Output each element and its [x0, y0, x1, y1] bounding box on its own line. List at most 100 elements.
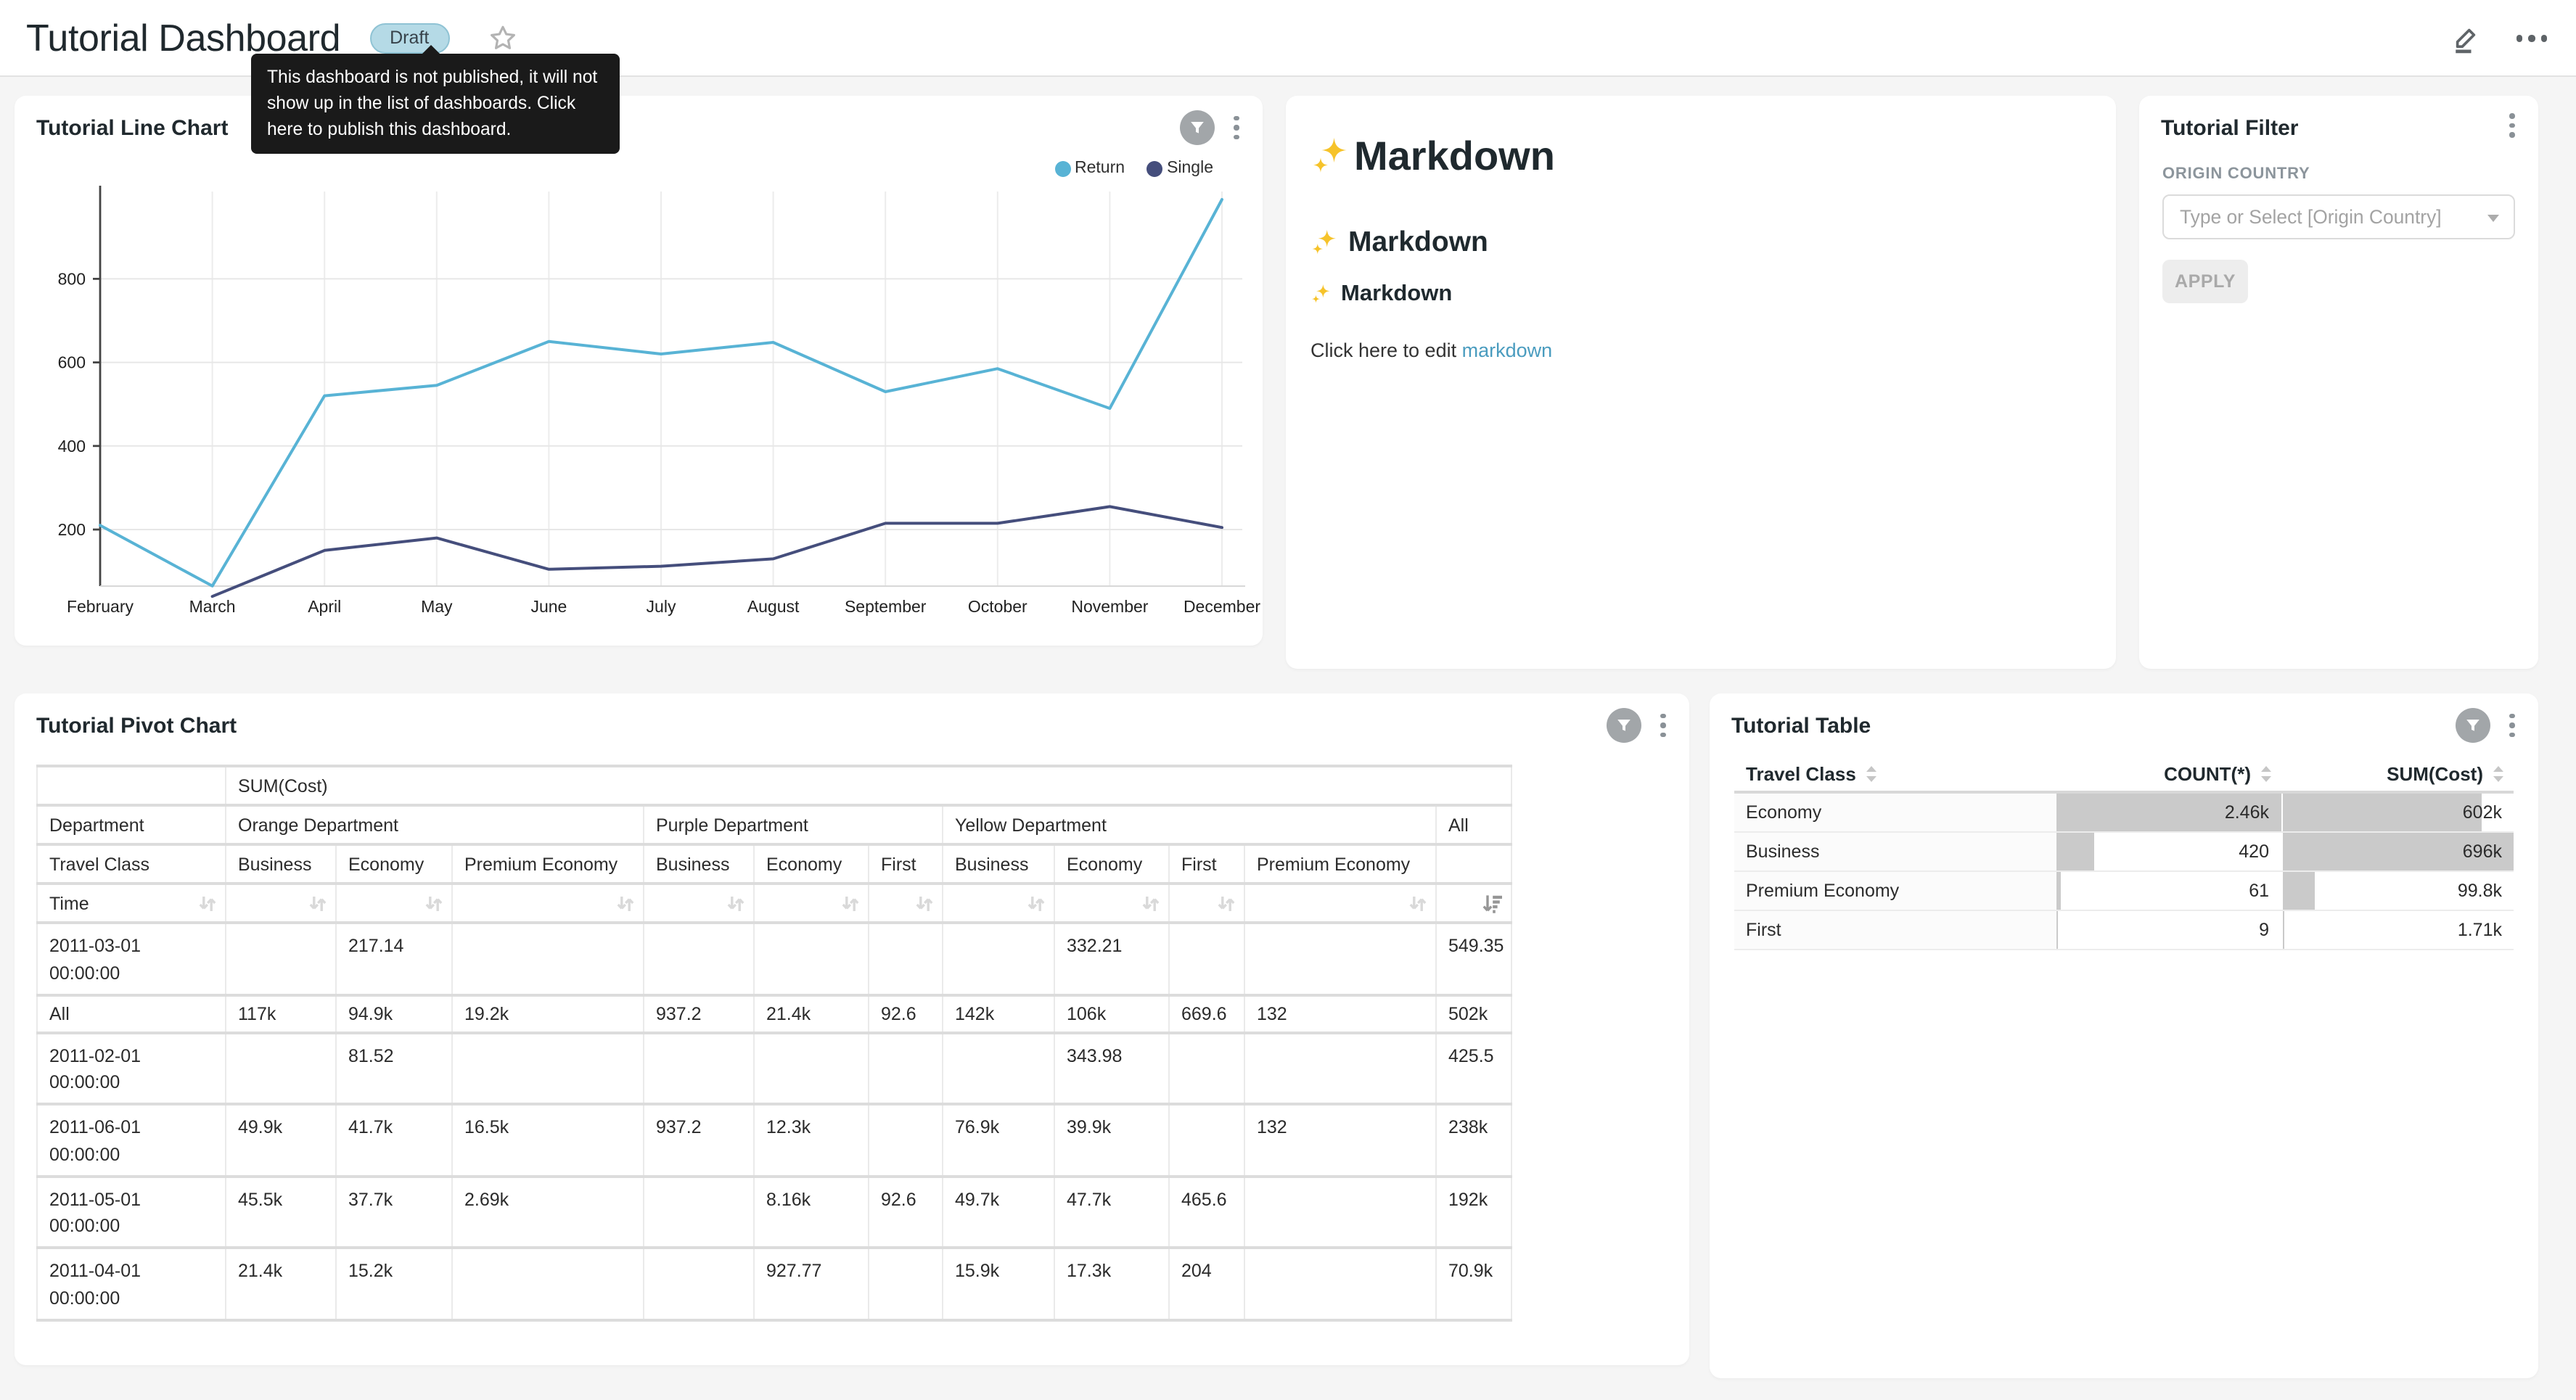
pivot-cell: 2.69k	[451, 1174, 644, 1249]
sort-icon[interactable]	[308, 893, 328, 913]
svg-text:November: November	[1071, 597, 1148, 616]
origin-country-select[interactable]: Type or Select [Origin Country]	[2162, 194, 2515, 239]
legend-item-return[interactable]: Return	[1054, 160, 1125, 177]
pivot-class-header: Business	[225, 843, 337, 885]
pivot-cell: 94.9k	[335, 993, 453, 1034]
pivot-class-header: First	[868, 843, 943, 885]
pivot-cell: 37.7k	[335, 1174, 453, 1249]
svg-text:March: March	[189, 597, 236, 616]
pivot-cell: 217.14	[335, 921, 453, 996]
pivot-cell: 192k	[1435, 1174, 1513, 1249]
markdown-panel: Markdown Markdown Markdown Click here to…	[1286, 96, 2116, 669]
sum-cost-cell: 602k	[2281, 791, 2514, 832]
pivot-cell: 17.3k	[1054, 1246, 1170, 1321]
pivot-chart-panel: Tutorial Pivot Chart SUM(Cost) Department…	[15, 693, 1689, 1365]
svg-text:September: September	[845, 597, 927, 616]
pivot-data-row: 2011-03-01 00:00:00 217.14 332.21 549.35	[36, 921, 1513, 996]
pivot-cell	[225, 921, 337, 996]
sparkles-icon	[1310, 283, 1334, 306]
data-table: Travel Class COUNT(*) SUM(Cost) Economy 2…	[1734, 757, 2514, 950]
pivot-cell: 15.9k	[942, 1246, 1055, 1321]
travel-class-cell: Business	[1734, 831, 2055, 871]
sort-icon[interactable]	[726, 893, 746, 913]
pivot-cell: 16.5k	[451, 1103, 644, 1177]
sort-icon[interactable]	[1141, 893, 1161, 913]
pivot-table-container: SUM(Cost) Department Orange Department Purp…	[36, 765, 1513, 1321]
favorite-star-icon[interactable]	[487, 22, 517, 53]
svg-text:600: 600	[58, 353, 86, 372]
line-chart-legend: Return Single	[1054, 160, 1213, 177]
pivot-sort-cell[interactable]	[335, 882, 453, 924]
filter-kebab-menu-icon[interactable]	[2507, 110, 2518, 141]
pivot-cell	[1168, 921, 1245, 996]
pivot-sort-cell[interactable]	[753, 882, 869, 924]
sort-icon[interactable]	[1216, 893, 1236, 913]
sort-icon[interactable]	[1026, 893, 1046, 913]
pivot-cell: 142k	[942, 993, 1055, 1034]
pivot-cell	[451, 1246, 644, 1321]
pivot-sort-cell[interactable]	[451, 882, 644, 924]
pivot-time-label[interactable]: Time	[36, 882, 226, 924]
pivot-cell	[1168, 1103, 1245, 1177]
pivot-sort-cell[interactable]	[225, 882, 337, 924]
header-actions	[2449, 0, 2547, 77]
pivot-cell: 117k	[225, 993, 337, 1034]
pivot-cell	[643, 1246, 755, 1321]
sort-icon[interactable]	[615, 893, 636, 913]
applied-filters-icon[interactable]	[1180, 110, 1215, 145]
pivot-class-header: Economy	[753, 843, 869, 885]
column-header-travel-class[interactable]: Travel Class	[1734, 757, 2055, 792]
filter-header-icons	[2507, 110, 2518, 141]
sort-icon[interactable]	[1408, 893, 1428, 913]
table-header-icons	[2456, 708, 2518, 743]
pivot-sort-cell[interactable]	[1168, 882, 1245, 924]
pivot-cell	[643, 1031, 755, 1105]
sum-cost-cell: 696k	[2281, 831, 2514, 871]
origin-country-label: ORIGIN COUNTRY	[2162, 165, 2310, 183]
applied-filters-icon[interactable]	[2456, 708, 2491, 743]
sum-bar	[2282, 910, 2283, 948]
pivot-kebab-menu-icon[interactable]	[1658, 710, 1669, 741]
svg-text:June: June	[530, 597, 567, 616]
pivot-sort-cell[interactable]	[643, 882, 755, 924]
pivot-data-row: 2011-05-01 00:00:00 45.5k 37.7k 2.69k 8.16k 9…	[36, 1174, 1513, 1249]
pivot-sort-cell[interactable]	[942, 882, 1055, 924]
column-header-sum-cost[interactable]: SUM(Cost)	[2281, 757, 2514, 792]
pivot-cell: 669.6	[1168, 993, 1245, 1034]
pivot-cell	[753, 921, 869, 996]
sort-icon[interactable]	[197, 893, 218, 913]
pivot-class-header: Economy	[335, 843, 453, 885]
sort-icon[interactable]	[914, 893, 935, 913]
sum-bar	[2282, 871, 2315, 909]
pivot-cell	[1244, 1246, 1437, 1321]
pivot-data-row: 2011-02-01 00:00:00 81.52 343.98 425.5	[36, 1031, 1513, 1105]
table-kebab-menu-icon[interactable]	[2507, 710, 2518, 741]
pivot-sort-cell[interactable]	[1054, 882, 1170, 924]
page-title: Tutorial Dashboard	[26, 15, 341, 59]
sort-icon[interactable]	[424, 893, 444, 913]
table-row: Economy 2.46k 602k	[1734, 791, 2514, 832]
line-chart-kebab-menu-icon[interactable]	[1231, 112, 1242, 143]
pivot-data-row: All 117k 94.9k 19.2k 937.2 21.4k 92.6 142k 106k 6…	[36, 993, 1513, 1034]
pivot-sort-cell[interactable]	[1435, 882, 1513, 924]
legend-item-single[interactable]: Single	[1147, 160, 1213, 177]
pivot-group-header: Orange Department	[225, 804, 644, 846]
count-bar	[2056, 832, 2094, 870]
pivot-cell: 465.6	[1168, 1174, 1245, 1249]
chevron-down-icon	[2487, 215, 2499, 222]
more-menu-icon[interactable]	[2516, 35, 2547, 42]
filter-panel: Tutorial Filter ORIGIN COUNTRY Type or S…	[2139, 96, 2538, 669]
edit-markdown-link[interactable]: markdown	[1461, 339, 1553, 361]
sort-icon[interactable]	[840, 893, 861, 913]
column-header-count[interactable]: COUNT(*)	[2055, 757, 2281, 792]
applied-filters-icon[interactable]	[1607, 708, 1642, 743]
pivot-data-row: 2011-04-01 00:00:00 21.4k 15.2k 927.77 15.9k…	[36, 1246, 1513, 1321]
pivot-sort-cell[interactable]	[868, 882, 943, 924]
sort-desc-active-icon[interactable]	[1482, 893, 1504, 913]
count-cell: 61	[2054, 870, 2281, 910]
pivot-travel-class-label: Travel Class	[36, 843, 226, 885]
pivot-sort-cell[interactable]	[1244, 882, 1437, 924]
edit-pencil-icon[interactable]	[2449, 22, 2481, 54]
apply-button[interactable]: APPLY	[2162, 260, 2248, 303]
